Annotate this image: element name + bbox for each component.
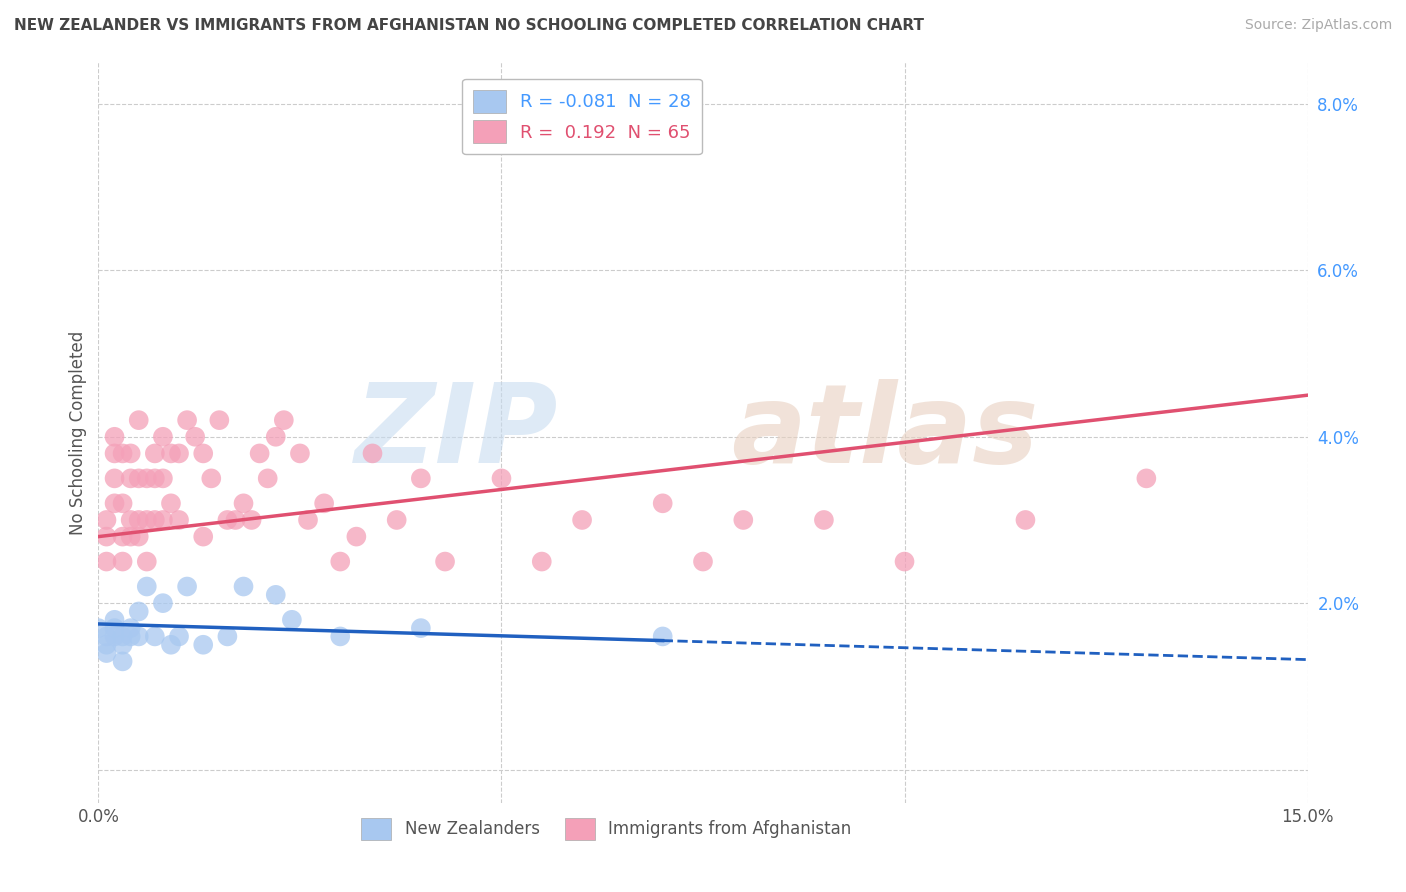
Point bbox=[96, 513, 118, 527]
Point bbox=[249, 446, 271, 460]
Point bbox=[120, 513, 142, 527]
Point bbox=[314, 496, 336, 510]
Point bbox=[160, 638, 183, 652]
Point bbox=[893, 555, 915, 569]
Point bbox=[128, 413, 150, 427]
Point bbox=[160, 446, 183, 460]
Text: atlas: atlas bbox=[731, 379, 1038, 486]
Point bbox=[733, 513, 755, 527]
Point bbox=[167, 629, 190, 643]
Point bbox=[87, 621, 110, 635]
Point bbox=[96, 555, 118, 569]
Point bbox=[143, 471, 166, 485]
Point bbox=[103, 471, 125, 485]
Point bbox=[217, 513, 239, 527]
Y-axis label: No Schooling Completed: No Schooling Completed bbox=[69, 331, 87, 534]
Point bbox=[361, 446, 384, 460]
Point bbox=[344, 530, 367, 544]
Point bbox=[103, 613, 125, 627]
Point bbox=[692, 555, 714, 569]
Point bbox=[103, 629, 125, 643]
Point bbox=[128, 605, 150, 619]
Point bbox=[409, 621, 432, 635]
Point bbox=[224, 513, 246, 527]
Point bbox=[135, 471, 157, 485]
Point bbox=[152, 596, 174, 610]
Point bbox=[1135, 471, 1157, 485]
Point bbox=[491, 471, 513, 485]
Point bbox=[385, 513, 408, 527]
Point bbox=[264, 430, 287, 444]
Point bbox=[273, 413, 295, 427]
Point bbox=[143, 629, 166, 643]
Point bbox=[103, 496, 125, 510]
Point bbox=[111, 530, 134, 544]
Point bbox=[120, 446, 142, 460]
Point bbox=[264, 588, 287, 602]
Point bbox=[143, 446, 166, 460]
Point bbox=[111, 555, 134, 569]
Point bbox=[217, 629, 239, 643]
Point bbox=[120, 530, 142, 544]
Point bbox=[103, 621, 125, 635]
Point bbox=[111, 629, 134, 643]
Point bbox=[120, 471, 142, 485]
Point bbox=[111, 446, 134, 460]
Point bbox=[103, 446, 125, 460]
Point bbox=[111, 496, 134, 510]
Point bbox=[135, 580, 157, 594]
Point bbox=[103, 430, 125, 444]
Point bbox=[143, 513, 166, 527]
Point bbox=[329, 555, 352, 569]
Point bbox=[96, 646, 118, 660]
Point bbox=[96, 530, 118, 544]
Text: NEW ZEALANDER VS IMMIGRANTS FROM AFGHANISTAN NO SCHOOLING COMPLETED CORRELATION : NEW ZEALANDER VS IMMIGRANTS FROM AFGHANI… bbox=[14, 18, 924, 33]
Point bbox=[152, 513, 174, 527]
Point bbox=[120, 621, 142, 635]
Point bbox=[434, 555, 457, 569]
Point bbox=[152, 471, 174, 485]
Point bbox=[571, 513, 593, 527]
Point bbox=[135, 555, 157, 569]
Point bbox=[281, 613, 304, 627]
Point bbox=[96, 638, 118, 652]
Point bbox=[135, 513, 157, 527]
Point bbox=[297, 513, 319, 527]
Point bbox=[120, 629, 142, 643]
Point bbox=[128, 513, 150, 527]
Text: ZIP: ZIP bbox=[354, 379, 558, 486]
Point bbox=[167, 446, 190, 460]
Point bbox=[152, 430, 174, 444]
Point bbox=[240, 513, 263, 527]
Point bbox=[329, 629, 352, 643]
Point bbox=[184, 430, 207, 444]
Point bbox=[288, 446, 311, 460]
Point bbox=[193, 530, 215, 544]
Point bbox=[208, 413, 231, 427]
Point bbox=[128, 471, 150, 485]
Point bbox=[1014, 513, 1036, 527]
Point bbox=[813, 513, 835, 527]
Point bbox=[232, 580, 254, 594]
Point bbox=[651, 496, 673, 510]
Point bbox=[409, 471, 432, 485]
Point bbox=[651, 629, 673, 643]
Point bbox=[200, 471, 222, 485]
Point bbox=[128, 629, 150, 643]
Point bbox=[232, 496, 254, 510]
Point bbox=[111, 638, 134, 652]
Point bbox=[256, 471, 278, 485]
Text: Source: ZipAtlas.com: Source: ZipAtlas.com bbox=[1244, 18, 1392, 32]
Point bbox=[193, 638, 215, 652]
Legend: New Zealanders, Immigrants from Afghanistan: New Zealanders, Immigrants from Afghanis… bbox=[354, 812, 858, 847]
Point bbox=[176, 580, 198, 594]
Point bbox=[111, 654, 134, 668]
Point bbox=[193, 446, 215, 460]
Point bbox=[176, 413, 198, 427]
Point bbox=[160, 496, 183, 510]
Point bbox=[128, 530, 150, 544]
Point bbox=[530, 555, 553, 569]
Point bbox=[167, 513, 190, 527]
Point bbox=[96, 629, 118, 643]
